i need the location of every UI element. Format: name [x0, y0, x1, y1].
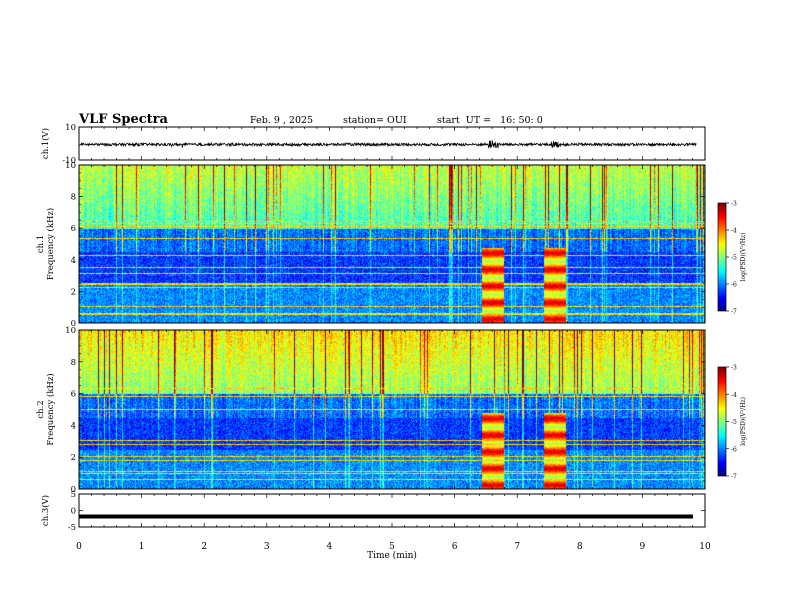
spectrogram-image-ch2: [79, 330, 705, 489]
y-tick-label: 10: [65, 161, 76, 171]
x-tick-label: 8: [577, 542, 583, 552]
station-label: station= OUI: [343, 115, 407, 126]
colorbar-tick-label: -6: [731, 446, 737, 453]
colorbar-tick-label: -5: [731, 255, 737, 262]
x-tick-label: 0: [76, 542, 82, 552]
x-axis-label: Time (min): [367, 550, 417, 561]
colorbar-tick-label: -7: [731, 309, 737, 316]
x-tick-label: 9: [640, 542, 646, 552]
y-tick-label: 2: [71, 287, 76, 297]
y-tick-label: 10: [65, 123, 76, 133]
spectrogram-image-ch1: [79, 165, 705, 323]
x-tick-label: 5: [389, 542, 395, 552]
x-tick-label: 3: [264, 542, 270, 552]
x-tick-label: 10: [699, 542, 711, 552]
colorbar-label: log(PSD)(V²/Hz): [740, 397, 747, 446]
ch1-spectrogram-ylabel: ch.1: [36, 235, 46, 253]
colorbar-tick-label: -4: [731, 228, 737, 235]
y-tick-label: 0: [71, 319, 76, 329]
y-tick-label: 8: [71, 358, 76, 368]
colorbar-tick-label: -6: [731, 282, 737, 289]
y-tick-label: 5: [71, 490, 76, 500]
colorbar-tick-label: -7: [731, 474, 737, 481]
ch1-waveform-ylabel: ch.1(V): [40, 128, 51, 159]
y-tick-label: 4: [71, 421, 76, 431]
colorbar-label: log(PSD)(V²/Hz): [740, 233, 747, 282]
y-tick-label: 10: [65, 326, 76, 336]
y-tick-label: 4: [71, 256, 76, 266]
y-tick-label: -5: [68, 523, 76, 533]
ch3-panel-ylabel: ch.3(V): [40, 495, 51, 526]
colorbar-tick-label: -3: [731, 201, 737, 208]
y-tick-label: 6: [71, 224, 76, 234]
y-tick-label: 8: [71, 193, 76, 203]
x-tick-label: 7: [514, 542, 520, 552]
x-tick-label: 2: [201, 542, 207, 552]
x-tick-label: 4: [327, 542, 333, 552]
date-label: Feb. 9 , 2025: [250, 115, 314, 126]
colorbar-tick-label: -5: [731, 419, 737, 426]
ch3-panel-frame: [78, 493, 706, 528]
figure-title: VLF Spectra: [79, 112, 168, 127]
ch1-spectrogram-ylabel: Frequency (kHz): [45, 208, 56, 280]
x-tick-label: 1: [139, 542, 145, 552]
y-tick-label: 0: [71, 507, 76, 517]
colorbar-image-ch2: [718, 367, 726, 476]
y-tick-label: 0: [71, 485, 76, 495]
y-tick-label: 2: [71, 453, 76, 463]
colorbar-image-ch1: [718, 203, 726, 311]
y-tick-label: 6: [71, 390, 76, 400]
x-tick-label: 6: [452, 542, 458, 552]
ch2-spectrogram-ylabel: Frequency (kHz): [45, 373, 56, 445]
colorbar-tick-label: -3: [731, 365, 737, 372]
ch1-waveform-line: [78, 139, 697, 149]
colorbar-tick-label: -4: [731, 392, 737, 399]
start-time-label: start UT = 16: 50: 0: [437, 115, 543, 126]
ch2-spectrogram-ylabel: ch.2: [36, 400, 46, 418]
y-tick-label: -10: [62, 156, 76, 166]
